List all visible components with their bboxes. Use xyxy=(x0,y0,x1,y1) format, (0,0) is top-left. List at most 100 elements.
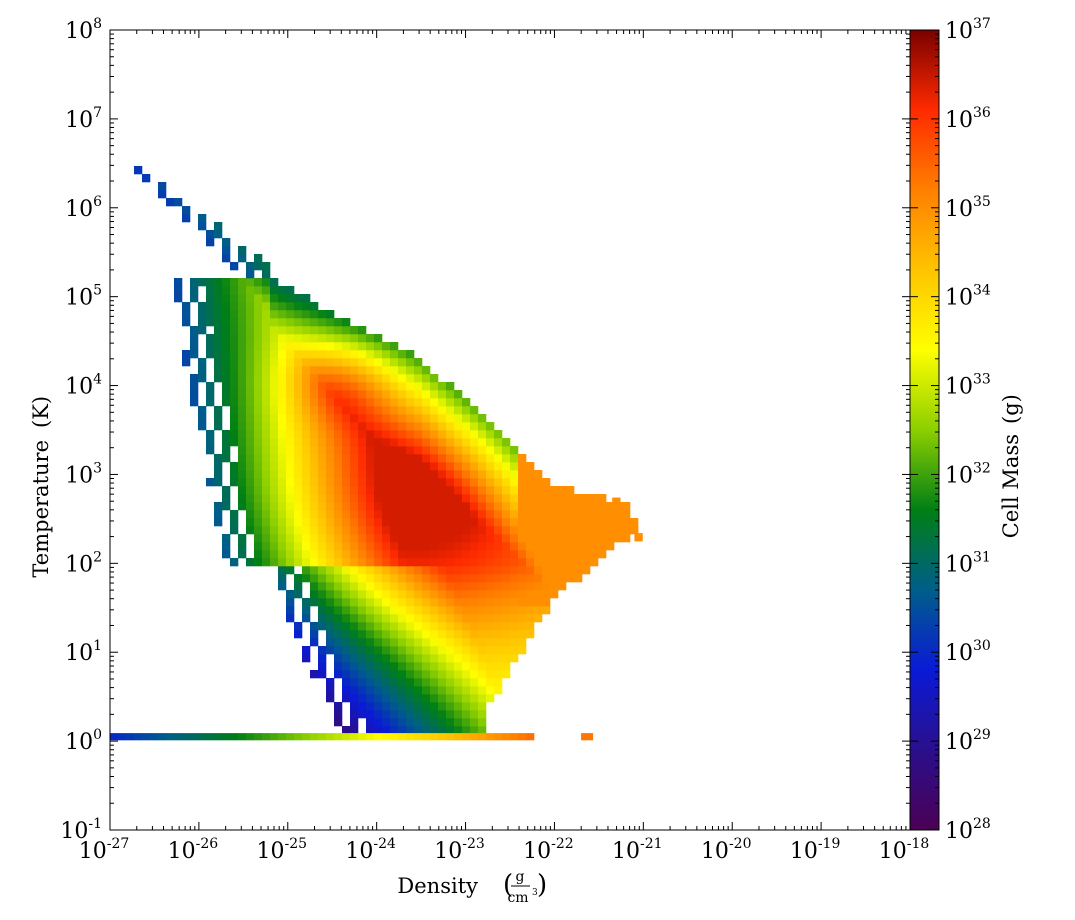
heatmap-cell xyxy=(398,438,407,447)
heatmap-cell xyxy=(302,334,311,343)
heatmap-cell xyxy=(214,350,223,359)
heatmap-cell xyxy=(566,502,575,511)
heatmap-cell xyxy=(342,318,351,327)
heatmap-cell xyxy=(350,598,359,607)
heatmap-cell xyxy=(486,582,495,591)
heatmap-cell xyxy=(406,678,415,687)
heatmap-cell xyxy=(406,606,415,615)
heatmap-cell xyxy=(238,326,247,335)
heatmap-cell xyxy=(614,502,623,511)
heatmap-cell xyxy=(382,534,391,543)
heatmap-cell xyxy=(278,470,287,479)
heatmap-cell xyxy=(390,350,399,359)
heatmap-cell xyxy=(334,494,343,503)
heatmap-cell xyxy=(550,550,559,559)
heatmap-cell xyxy=(246,430,255,439)
heatmap-cell xyxy=(198,318,207,327)
heatmap-cell xyxy=(382,678,391,687)
heatmap-cell xyxy=(366,566,375,575)
heatmap-cell xyxy=(438,622,447,631)
heatmap-cell xyxy=(470,414,479,423)
heatmap-cell xyxy=(454,542,463,551)
heatmap-cell xyxy=(366,518,375,527)
heatmap-cell xyxy=(374,582,383,591)
heatmap-cell xyxy=(326,502,335,511)
heatmap-cell xyxy=(334,390,343,399)
heatmap-cell xyxy=(494,446,503,455)
heatmap-cell xyxy=(206,382,215,391)
heatmap-cell xyxy=(350,542,359,551)
heatmap-cell xyxy=(502,470,511,479)
heatmap-cell xyxy=(342,486,351,495)
heatmap-cell xyxy=(558,534,567,543)
heatmap-cell xyxy=(206,318,215,327)
heatmap-cell xyxy=(174,198,183,207)
heatmap-cell xyxy=(518,550,527,559)
heatmap-cell xyxy=(454,470,463,479)
heatmap-cell xyxy=(470,406,479,415)
heatmap-cell xyxy=(302,534,311,543)
colorbar-tick-label: 1028 xyxy=(945,816,991,844)
heatmap-cell xyxy=(630,518,639,527)
heatmap-cell xyxy=(446,718,455,727)
heatmap-cell xyxy=(398,414,407,423)
heatmap-cell xyxy=(326,550,335,559)
heatmap-cell xyxy=(262,358,271,367)
heatmap-cell xyxy=(270,518,279,527)
heatmap-cell xyxy=(318,614,327,623)
heatmap-cell xyxy=(230,414,239,423)
heatmap-cell xyxy=(270,510,279,519)
heatmap-cell xyxy=(198,406,207,415)
heatmap-cell xyxy=(398,366,407,375)
heatmap-cell xyxy=(334,662,343,671)
heatmap-cell xyxy=(406,510,415,519)
heatmap-cell xyxy=(278,422,287,431)
heatmap-cell xyxy=(294,478,303,487)
heatmap-cell xyxy=(302,542,311,551)
heatmap-cell xyxy=(286,566,295,575)
heatmap-cell xyxy=(494,670,503,679)
heatmap-cell xyxy=(374,550,383,559)
heatmap-cell xyxy=(382,406,391,415)
heatmap-cell xyxy=(478,662,487,671)
heatmap-cell xyxy=(612,497,621,506)
heatmap-cell xyxy=(342,582,351,591)
heatmap-cell xyxy=(422,542,431,551)
heatmap-cell xyxy=(206,230,215,239)
heatmap-cell xyxy=(374,598,383,607)
heatmap-cell xyxy=(222,334,231,343)
heatmap-cell xyxy=(318,646,327,655)
heatmap-cell xyxy=(302,318,311,327)
heatmap-cell xyxy=(358,494,367,503)
heatmap-cell xyxy=(462,582,471,591)
heatmap-cell xyxy=(430,654,439,663)
heatmap-cell xyxy=(318,606,327,615)
heatmap-cell xyxy=(390,686,399,695)
heatmap-cell xyxy=(334,566,343,575)
heatmap-cell xyxy=(350,662,359,671)
heatmap-cell xyxy=(270,366,279,375)
heatmap-cell xyxy=(286,470,295,479)
heatmap-cell xyxy=(478,438,487,447)
heatmap-cell xyxy=(366,558,375,567)
heatmap-cell xyxy=(302,510,311,519)
heatmap-cell xyxy=(470,710,479,719)
heatmap-cell xyxy=(350,582,359,591)
heatmap-cell xyxy=(358,662,367,671)
heatmap-cell xyxy=(326,590,335,599)
heatmap-cell xyxy=(446,518,455,527)
heatmap-cell xyxy=(470,638,479,647)
heatmap-cell xyxy=(390,510,399,519)
heatmap-cell xyxy=(302,350,311,359)
heatmap-cell xyxy=(574,566,583,575)
heatmap-cell xyxy=(470,630,479,639)
heatmap-cell xyxy=(454,486,463,495)
heatmap-cell xyxy=(358,478,367,487)
heatmap-cell xyxy=(494,582,503,591)
heatmap-cell xyxy=(278,342,287,351)
heatmap-cell xyxy=(494,438,503,447)
heatmap-cell xyxy=(342,550,351,559)
heatmap-cell xyxy=(214,374,223,383)
heatmap-cell xyxy=(390,718,399,727)
heatmap-cell xyxy=(398,646,407,655)
